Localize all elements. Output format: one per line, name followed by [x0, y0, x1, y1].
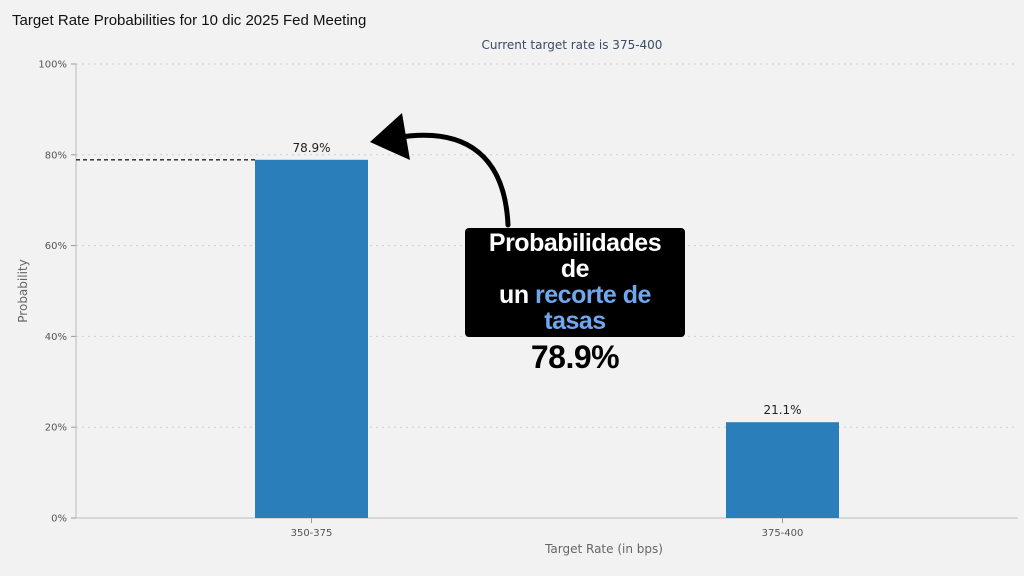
bars: 78.9% 21.1%: [255, 141, 839, 518]
bar: [726, 422, 839, 518]
chart-subtitle: Current target rate is 375-400: [482, 38, 663, 52]
y-axis: 0% 20% 40% 60% 80% 100%: [38, 60, 1018, 525]
y-tick-label: 40%: [45, 332, 67, 343]
x-axis: 350-375 375-400: [291, 518, 804, 539]
y-axis-title: Probability: [16, 259, 30, 322]
y-tick-label: 80%: [45, 150, 67, 161]
callout-line2: un recorte de tasas: [473, 282, 677, 334]
y-tick-label: 100%: [38, 60, 67, 71]
y-tick-label: 20%: [45, 423, 67, 434]
curved-arrow-icon: [370, 113, 511, 228]
bar-value-label: 78.9%: [292, 141, 330, 155]
callout-line1: Probabilidades de: [488, 229, 662, 283]
x-tick-label: 375-400: [762, 528, 804, 539]
callout-label: Probabilidades de un recorte de tasas: [465, 228, 685, 337]
x-axis-title: Target Rate (in bps): [544, 542, 663, 556]
grid: [76, 63, 1018, 428]
callout-value: 78.9%: [530, 339, 620, 375]
bar: [255, 159, 368, 518]
y-tick-label: 0%: [51, 514, 67, 525]
bar-value-label: 21.1%: [763, 403, 801, 417]
callout-line2-prefix: un: [499, 281, 529, 309]
x-tick-label: 350-375: [291, 528, 333, 539]
callout-highlight: recorte de tasas: [535, 281, 651, 335]
y-tick-label: 60%: [45, 241, 67, 252]
callout-annotation: Probabilidades de un recorte de tasas 78…: [465, 228, 685, 376]
page-title: Target Rate Probabilities for 10 dic 202…: [12, 12, 367, 29]
